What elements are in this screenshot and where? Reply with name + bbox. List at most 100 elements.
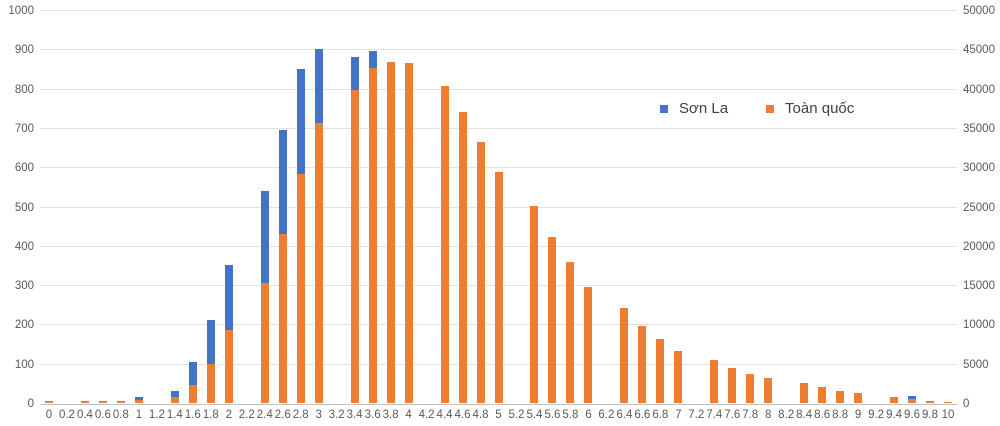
y-left-tick-label: 100 [14,358,34,371]
y-right-tick-label: 45000 [963,44,995,57]
x-tick-label: 1.4 [166,409,183,421]
x-tick-label: 8.2 [778,409,795,421]
y-right-tick-label: 25000 [963,201,995,214]
bar-toan-quoc [80,401,89,403]
x-tick-label: 5.8 [562,409,579,421]
x-tick-label: 8.8 [832,409,849,421]
y-right-tick-label: 35000 [963,122,995,135]
x-tick-label: 4 [405,409,412,421]
gridline [40,167,957,169]
y-right-tick-label: 15000 [963,280,995,293]
x-tick-label: 5 [495,409,502,421]
y-left-tick-label: 300 [14,280,34,293]
x-tick-label: 8 [765,409,772,421]
bar-toan-quoc [746,373,755,403]
y-right-tick-label: 40000 [963,83,995,96]
bar-toan-quoc [530,205,539,403]
y-left-tick-label: 800 [14,83,34,96]
bar-toan-quoc [836,390,845,403]
toan-quoc-swatch-icon [766,104,775,113]
x-tick-label: 1 [135,409,143,421]
y-right-tick-label: 0 [963,398,970,410]
bar-toan-quoc [620,308,629,403]
bar-son-la [206,319,215,403]
bar-toan-quoc [278,233,287,403]
x-tick-label: 7.6 [724,409,741,421]
bar-toan-quoc [476,142,485,403]
bar-toan-quoc [170,397,179,403]
x-tick-label: 6.6 [634,409,651,421]
y-left-tick-label: 200 [14,319,34,332]
son-la-swatch-icon [660,104,668,113]
bar-toan-quoc [800,382,809,403]
x-tick-label: 4.8 [472,409,489,421]
x-tick-label: 0.2 [58,409,75,421]
bar-toan-quoc [566,262,575,403]
gridline [40,10,957,11]
bar-toan-quoc [116,401,125,403]
y-left-tick-label: 1000 [8,5,34,17]
y-right-tick-label: 30000 [963,162,995,175]
x-tick-label: 6 [585,409,592,421]
x-tick-label: 9.6 [904,409,921,421]
y-right-tick-label: 50000 [963,5,995,17]
x-tick-label: 9.2 [868,409,885,421]
x-tick-label: 3.6 [364,409,381,421]
x-tick-label: 9 [854,409,862,421]
y-left-tick-label: 0 [27,398,34,410]
bar-toan-quoc [188,385,197,403]
bar-toan-quoc [944,402,952,403]
bar-toan-quoc [584,286,593,403]
y-left-tick-label: 500 [14,201,34,214]
x-tick-label: 2.8 [292,409,309,421]
plot-area [40,10,957,405]
bar-toan-quoc [440,86,449,403]
x-tick-label: 2.4 [256,409,273,421]
y-right-tick-label: 20000 [963,240,995,253]
gridline [40,127,957,129]
bar-toan-quoc [386,61,395,403]
gridline [40,49,957,51]
bar-toan-quoc [134,400,143,403]
legend-item-toan-quoc: Toàn quốc [766,100,854,117]
bar-toan-quoc [548,236,557,403]
x-tick-label: 0.8 [112,409,129,421]
x-tick-label: 8.4 [796,409,813,421]
bar-toan-quoc [908,399,917,403]
legend-label-son-la: Sơn La [679,100,729,117]
x-tick-label: 2.6 [274,409,291,421]
x-tick-label: 3.4 [346,409,363,421]
x-tick-label: 6.2 [598,409,615,421]
x-tick-label: 0 [45,409,53,421]
bar-toan-quoc [656,339,665,403]
x-tick-label: 7.8 [742,409,759,421]
y-right-tick-label: 5000 [963,358,989,371]
bar-toan-quoc [728,368,737,403]
bar-son-la [134,396,143,403]
legend-label-toan-quoc: Toàn quốc [785,100,855,117]
y-right-tick-label: 10000 [963,319,995,332]
bar-toan-quoc [674,351,683,403]
x-tick-label: 4.2 [418,409,435,421]
bar-toan-quoc [710,360,719,403]
bar-toan-quoc [260,282,269,403]
bar-toan-quoc [494,172,503,403]
legend-item-son-la: Sơn La [660,100,728,117]
x-tick-label: 8.6 [814,409,831,421]
bar-toan-quoc [764,378,773,403]
bar-toan-quoc [206,363,215,403]
y-left-tick-label: 700 [14,122,34,135]
x-tick-label: 6.4 [616,409,633,421]
bar-toan-quoc [314,122,323,403]
bar-toan-quoc [818,386,827,403]
bar-toan-quoc [44,401,53,403]
x-tick-label: 7 [675,409,682,421]
x-tick-label: 9.8 [922,409,939,421]
x-tick-label: 9.4 [886,409,903,421]
y-left-tick-label: 400 [14,240,34,253]
x-tick-label: 3.8 [382,409,399,421]
x-tick-label: 5.4 [526,409,543,421]
bar-toan-quoc [296,173,305,403]
x-tick-label: 0.6 [94,409,111,421]
